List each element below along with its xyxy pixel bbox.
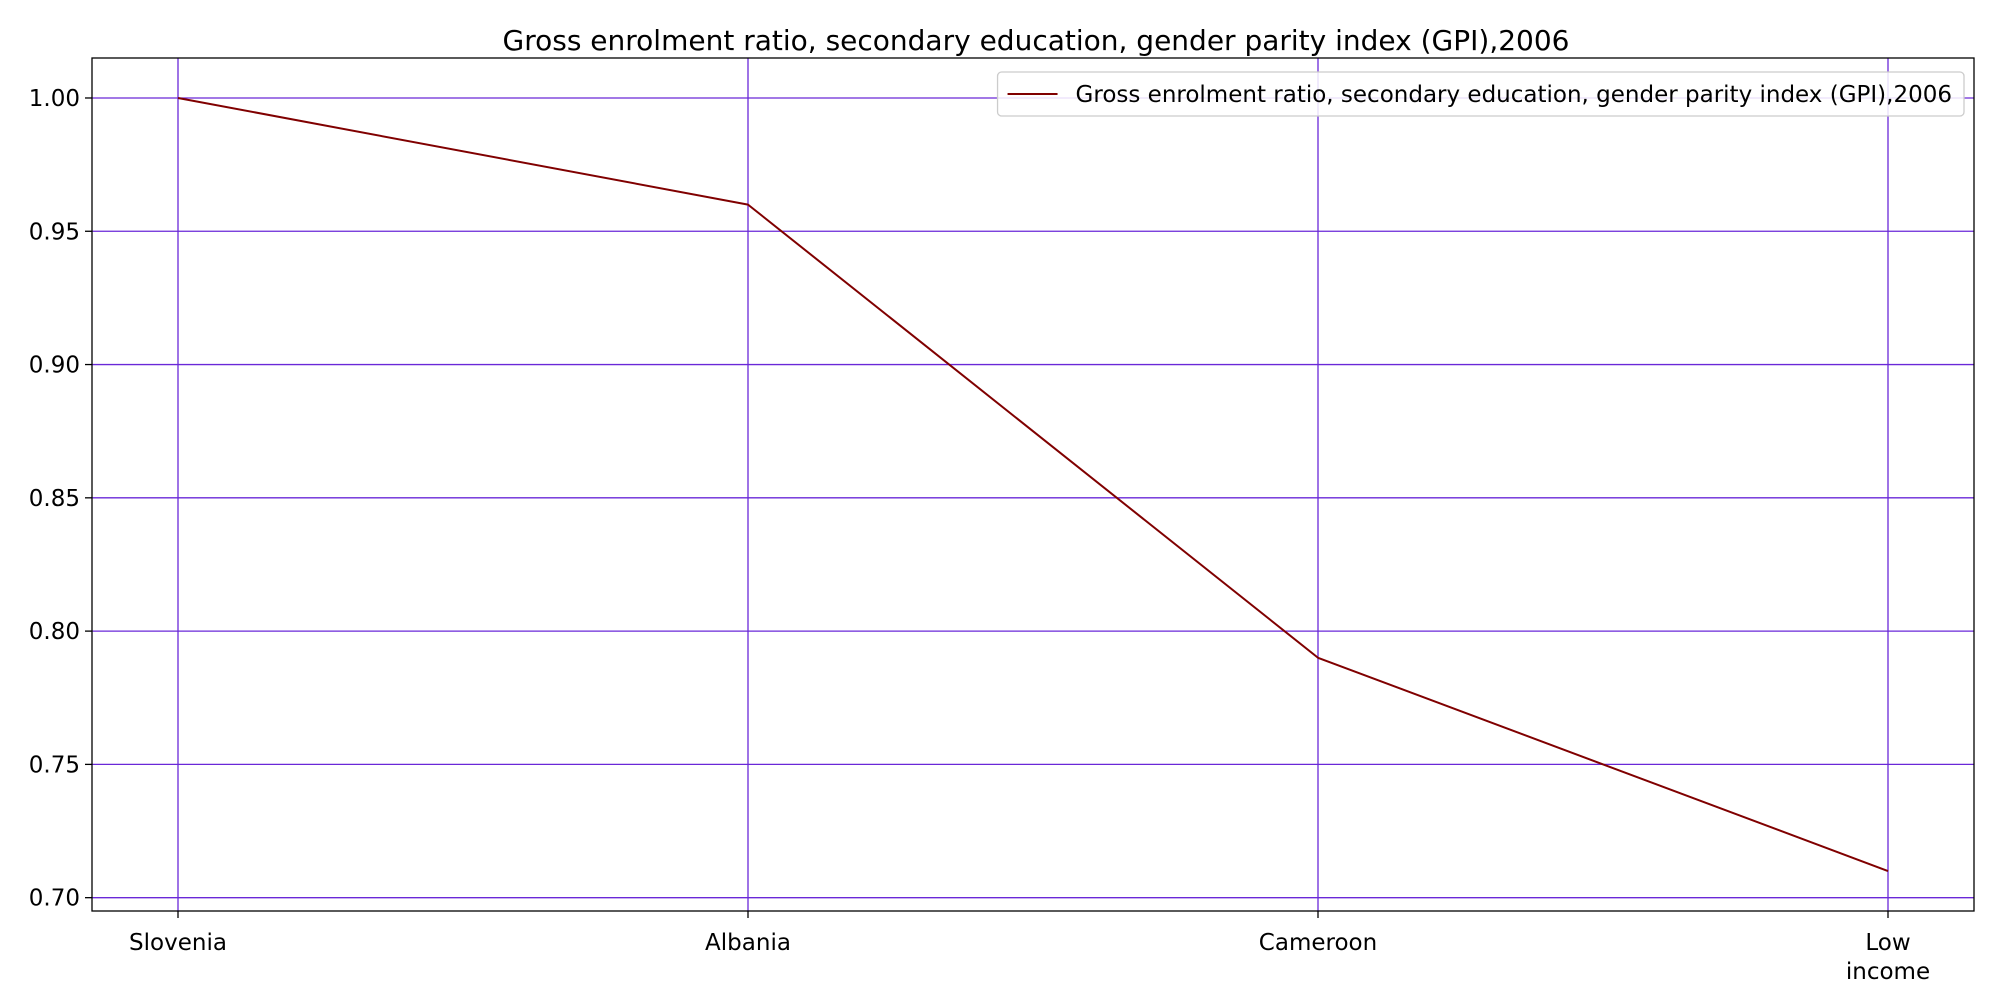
axes: 0.70 0.75 0.80 0.85 0.90 0.95 1.00 Slovenia Alba… — [29, 58, 1974, 985]
y-tick-label: 1.00 — [29, 86, 80, 112]
legend: Gross enrolment ratio, secondary educati… — [998, 72, 1964, 116]
y-tick-label: 0.85 — [29, 486, 80, 512]
y-tick-label: 0.75 — [29, 752, 80, 778]
series-line — [178, 98, 1888, 871]
x-tick-label: Slovenia — [129, 930, 227, 956]
y-tick-label: 0.90 — [29, 353, 80, 379]
x-tick-label: Cameroon — [1259, 930, 1377, 956]
y-tick-label: 0.70 — [29, 886, 80, 912]
legend-label: Gross enrolment ratio, secondary educati… — [1076, 82, 1952, 108]
y-tick-label: 0.95 — [29, 219, 80, 245]
grid — [92, 58, 1974, 911]
y-tick-label: 0.80 — [29, 619, 80, 645]
chart-title: Gross enrolment ratio, secondary educati… — [503, 24, 1570, 57]
x-tick-label: Albania — [705, 930, 791, 956]
series-lines — [178, 98, 1888, 871]
plot-frame — [92, 58, 1974, 911]
